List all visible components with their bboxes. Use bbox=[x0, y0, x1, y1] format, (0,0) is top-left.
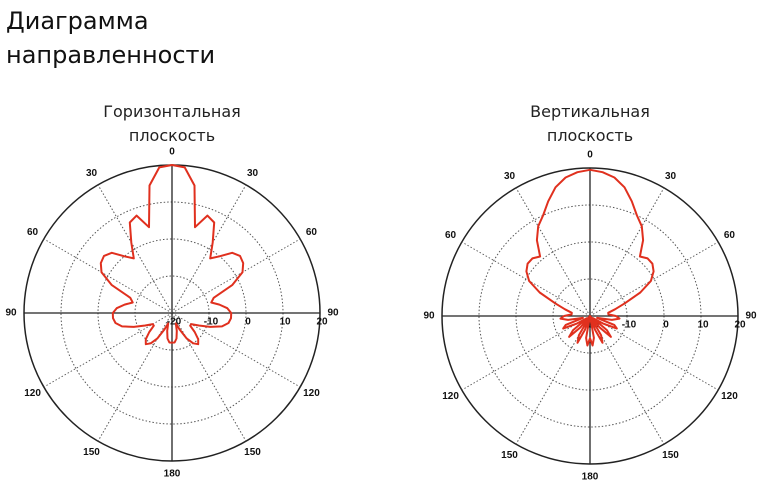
theta-tick-label: 180 bbox=[164, 469, 181, 480]
theta-tick-label: 30 bbox=[86, 168, 98, 179]
r-tick-label: 20 bbox=[316, 317, 328, 328]
spoke bbox=[589, 315, 719, 391]
theta-tick-label: 150 bbox=[244, 447, 261, 458]
chart-title: Горизонтальная плоскость bbox=[103, 102, 241, 145]
r-tick-label: 20 bbox=[734, 320, 746, 331]
spoke bbox=[589, 241, 719, 317]
spoke bbox=[589, 187, 665, 317]
spoke bbox=[171, 184, 247, 314]
theta-tick-label: 60 bbox=[445, 230, 457, 241]
pattern-curve bbox=[99, 164, 245, 346]
theta-tick-label: 0 bbox=[587, 150, 593, 161]
r-tick-label: 0 bbox=[663, 320, 669, 331]
spoke bbox=[97, 312, 173, 442]
theta-tick-label: 120 bbox=[442, 391, 459, 402]
r-tick-label: 10 bbox=[697, 320, 709, 331]
spoke bbox=[171, 238, 301, 314]
spoke bbox=[515, 187, 591, 317]
theta-tick-label: 90 bbox=[423, 311, 435, 322]
r-tick-label: -20 bbox=[167, 317, 182, 328]
r-tick-label: -10 bbox=[204, 317, 219, 328]
chart-title: Вертикальная плоскость bbox=[530, 102, 650, 145]
r-tick-label: -10 bbox=[622, 320, 637, 331]
theta-tick-label: 60 bbox=[306, 227, 318, 238]
theta-tick-label: 90 bbox=[327, 308, 339, 319]
theta-tick-label: 60 bbox=[724, 230, 736, 241]
theta-tick-label: 30 bbox=[504, 171, 516, 182]
theta-tick-label: 150 bbox=[501, 450, 518, 461]
page-title: Диаграмма направленности bbox=[6, 7, 216, 69]
theta-tick-label: 120 bbox=[721, 391, 738, 402]
theta-tick-label: 90 bbox=[5, 308, 17, 319]
spoke bbox=[97, 184, 173, 314]
theta-tick-label: 90 bbox=[745, 311, 757, 322]
theta-tick-label: 0 bbox=[169, 147, 175, 158]
theta-tick-label: 30 bbox=[247, 168, 259, 179]
spoke bbox=[43, 238, 173, 314]
theta-tick-label: 180 bbox=[582, 472, 599, 483]
spoke bbox=[461, 241, 591, 317]
theta-tick-label: 150 bbox=[662, 450, 679, 461]
theta-tick-label: 120 bbox=[303, 388, 320, 399]
spoke bbox=[171, 312, 247, 442]
pattern-curve bbox=[525, 168, 655, 347]
theta-tick-label: 150 bbox=[83, 447, 100, 458]
theta-tick-label: 30 bbox=[665, 171, 677, 182]
r-tick-label: 0 bbox=[245, 317, 251, 328]
r-tick-label: 10 bbox=[279, 317, 291, 328]
theta-tick-label: 120 bbox=[24, 388, 41, 399]
spoke bbox=[461, 315, 591, 391]
theta-tick-label: 60 bbox=[27, 227, 39, 238]
